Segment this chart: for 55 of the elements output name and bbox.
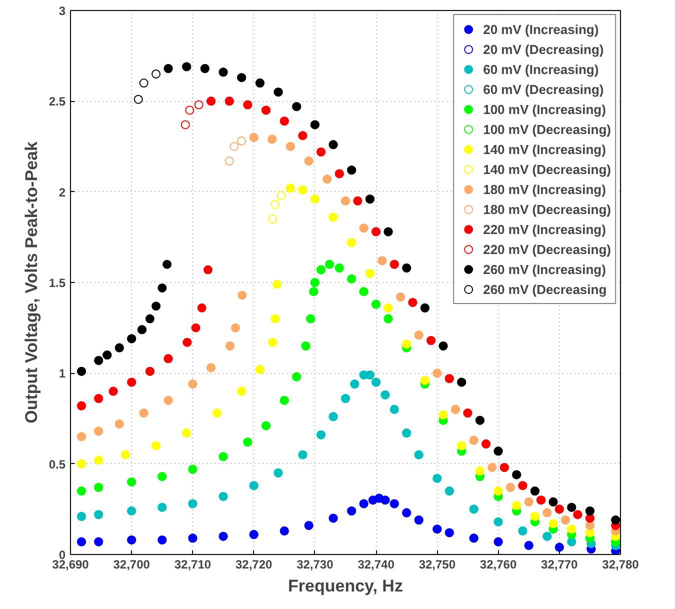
- y-tick-label: 1.5: [48, 276, 66, 290]
- y-tick-label: 2.5: [48, 94, 66, 109]
- point: [152, 302, 161, 311]
- point: [134, 94, 143, 104]
- x-tick-label: 32,780: [602, 558, 640, 572]
- legend-label: 180 mV (Increasing): [483, 182, 606, 196]
- x-axis-title: Frequency, Hz: [288, 576, 403, 596]
- point: [162, 260, 172, 269]
- legend-label: 140 mV (Decreasing): [483, 162, 611, 176]
- x-tick-label: 32,720: [235, 558, 273, 572]
- x-tick-label: 32,710: [174, 558, 212, 572]
- x-tick-label: 32,770: [541, 558, 578, 572]
- point: [180, 120, 190, 130]
- point: [231, 323, 240, 332]
- point: [237, 136, 246, 146]
- legend-label: 20 mV (Decreasing): [483, 42, 604, 56]
- point: [272, 280, 282, 289]
- point: [224, 156, 234, 166]
- legend-label: 60 mV (Increasing): [483, 62, 599, 76]
- legend-label: 60 mV (Decreasing): [483, 82, 604, 96]
- point: [191, 323, 200, 332]
- legend-label: 260 mV (Decreasing: [483, 282, 607, 296]
- legend-label: 140 mV (Increasing): [483, 142, 606, 156]
- legend-label: 100 mV (Decreasing): [483, 122, 611, 136]
- point: [185, 106, 194, 115]
- point: [204, 265, 212, 274]
- y-axis-title: Output Voltage, Volts Peak-to-Peak: [22, 141, 41, 424]
- point: [238, 290, 247, 300]
- point: [276, 190, 286, 200]
- point: [197, 303, 206, 312]
- y-tick-label: 3: [58, 4, 66, 18]
- point: [152, 69, 161, 78]
- point: [268, 214, 278, 224]
- point: [139, 78, 148, 88]
- legend-label: 220 mV (Decreasing): [483, 242, 611, 256]
- legend-label: 220 mV (Increasing): [483, 222, 606, 236]
- y-tick-label: 2: [58, 185, 66, 200]
- legend-label: 260 mV (Increasing): [483, 262, 606, 276]
- x-tick-label: 32,740: [358, 558, 395, 572]
- point: [270, 314, 280, 324]
- y-tick-label: 0.5: [48, 457, 66, 472]
- y-tick-label: 1: [58, 366, 66, 381]
- legend-label: 180 mV (Decreasing): [483, 202, 611, 216]
- x-tick-label: 32,750: [418, 558, 456, 572]
- legend-label: 20 mV (Increasing): [483, 22, 599, 36]
- point: [158, 283, 167, 292]
- x-tick-label: 32,700: [113, 558, 150, 572]
- x-tick-label: 32,730: [296, 558, 334, 572]
- point: [270, 200, 280, 210]
- point: [230, 142, 239, 151]
- legend-label: 100 mV (Increasing): [483, 102, 606, 116]
- point: [145, 314, 154, 324]
- point: [194, 100, 204, 110]
- x-tick-label: 32,760: [480, 558, 517, 572]
- x-tick-label: 32,690: [52, 558, 90, 572]
